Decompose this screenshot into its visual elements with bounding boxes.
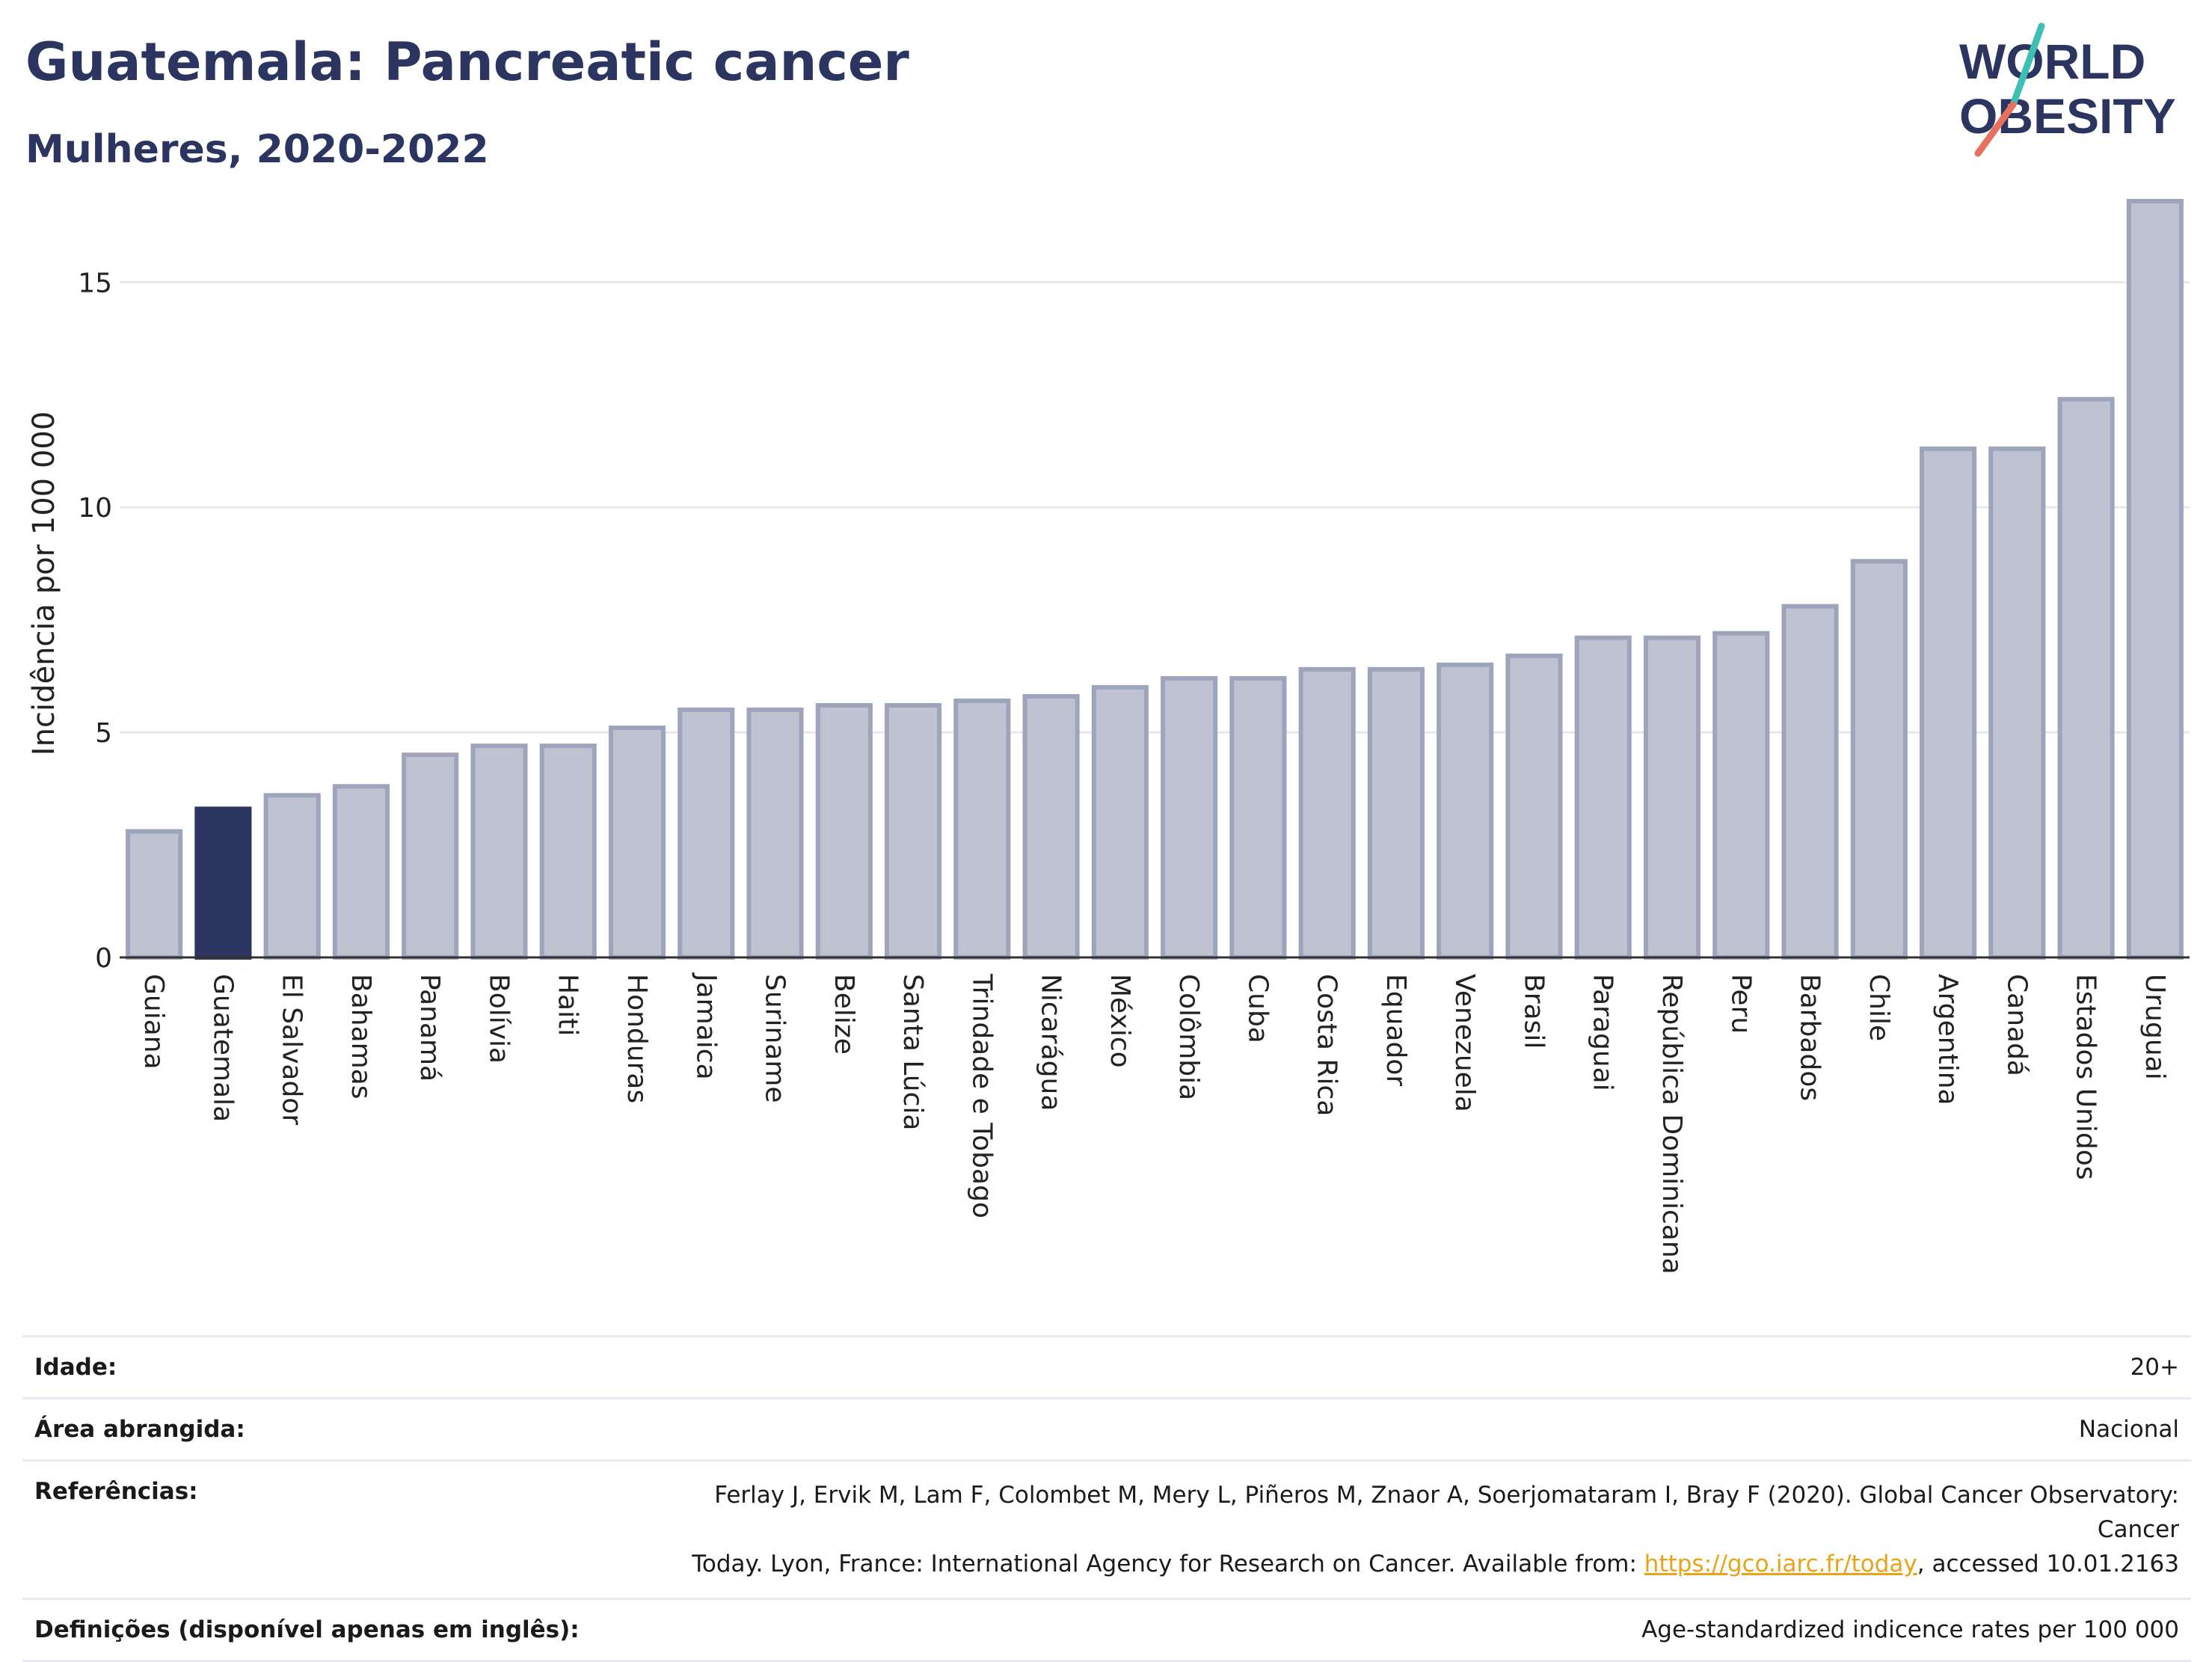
bar xyxy=(815,702,873,960)
logo-slash-top xyxy=(2009,22,2045,108)
bar xyxy=(953,698,1011,960)
x-tick-label: Guatemala xyxy=(207,974,238,1122)
bar xyxy=(746,708,804,960)
bar-chart: 0 5 10 15 Guiana Guatemala El Salvador Bahamas… xyxy=(27,198,2190,1275)
bar xyxy=(1229,675,1287,960)
bar xyxy=(1367,666,1425,960)
x-tick-label: Peru xyxy=(1725,974,1756,1034)
references-link[interactable]: https://gco.iarc.fr/today xyxy=(1644,1551,1917,1577)
x-tick-label: Bolívia xyxy=(483,974,514,1064)
x-tick-label: Canadá xyxy=(2001,974,2032,1076)
bar xyxy=(539,743,597,960)
x-tick-label: Venezuela xyxy=(1449,974,1480,1112)
x-tick-label: Jamaica xyxy=(690,972,721,1080)
references-label: Referências: xyxy=(34,1478,198,1505)
bar xyxy=(1850,559,1908,960)
definitions-label: Definições (disponível apenas em inglês)… xyxy=(34,1616,580,1643)
x-tick-label: Haiti xyxy=(553,974,583,1036)
references-value: Ferlay J, Ervik M, Lam F, Colombet M, Me… xyxy=(646,1478,2191,1581)
x-tick-label: República Dominicana xyxy=(1656,974,1687,1275)
x-tick-label: Barbados xyxy=(1795,974,1825,1101)
bar xyxy=(1298,666,1356,960)
x-tick-label: Brasil xyxy=(1518,974,1549,1049)
references-text-line2: Today. Lyon, France: International Agenc… xyxy=(692,1551,1644,1577)
bar xyxy=(332,784,390,960)
x-tick-label: Estados Unidos xyxy=(2071,974,2101,1180)
x-tick-label: Cuba xyxy=(1242,974,1273,1043)
bar xyxy=(263,793,321,960)
bar xyxy=(1712,631,1770,960)
x-tick-label: Guiana xyxy=(138,974,169,1070)
y-tick-label: 0 xyxy=(95,943,112,974)
bar xyxy=(2126,198,2184,960)
chart-title: Guatemala: Pancreatic cancer xyxy=(25,31,909,93)
bar xyxy=(1091,684,1149,960)
bar xyxy=(1437,662,1494,960)
x-tick-label: Costa Rica xyxy=(1312,974,1342,1116)
x-tick-label: Argentina xyxy=(1932,974,1963,1106)
age-value: 20+ xyxy=(2130,1354,2179,1381)
x-tick-label: Honduras xyxy=(621,974,652,1103)
bar xyxy=(1643,635,1701,960)
bar xyxy=(194,806,252,960)
info-row-references: Referências: Ferlay J, Ervik M, Lam F, C… xyxy=(22,1459,2191,1598)
bar xyxy=(608,726,666,960)
bar xyxy=(1505,653,1563,960)
area-value: Nacional xyxy=(2078,1416,2179,1443)
x-tick-label: El Salvador xyxy=(277,974,307,1125)
bar xyxy=(1988,446,2046,960)
bar xyxy=(1574,635,1632,960)
age-label: Idade: xyxy=(34,1354,117,1381)
x-tick-label: Suriname xyxy=(760,974,790,1103)
info-row-area: Área abrangida: Nacional xyxy=(22,1397,2191,1459)
x-tick-label: Trindade e Tobago xyxy=(966,973,997,1218)
x-tick-labels: Guiana Guatemala El Salvador Bahamas Panamá B… xyxy=(138,972,2170,1275)
x-tick-label: Paraguai xyxy=(1588,974,1618,1091)
x-tick-label: México xyxy=(1105,974,1135,1068)
chart-subtitle: Mulheres, 2020-2022 xyxy=(25,127,489,172)
logo-line1: WORLD xyxy=(1959,34,2145,89)
bar xyxy=(1781,604,1839,960)
info-table: Idade: 20+ Área abrangida: Nacional Refe… xyxy=(22,1335,2191,1662)
x-tick-label: Equador xyxy=(1380,974,1411,1086)
definitions-value: Age-standardized indicence rates per 100… xyxy=(1641,1616,2179,1643)
y-tick-labels: 0 5 10 15 xyxy=(78,268,112,974)
bar xyxy=(1161,675,1218,960)
bars xyxy=(126,198,2184,960)
bar xyxy=(1022,693,1080,960)
bar xyxy=(126,829,183,960)
info-row-definitions: Definições (disponível apenas em inglês)… xyxy=(22,1598,2191,1662)
y-axis-label: Incidência por 100 000 xyxy=(27,411,61,755)
bar xyxy=(402,752,459,960)
bar xyxy=(1920,446,1977,960)
logo-slash-bottom xyxy=(1974,101,2017,157)
x-tick-label: Nicarágua xyxy=(1036,974,1066,1111)
x-tick-label: Uruguai xyxy=(2139,974,2170,1080)
x-tick-label: Bahamas xyxy=(345,974,376,1100)
y-tick-label: 5 xyxy=(95,718,112,749)
references-text-line1: Ferlay J, Ervik M, Lam F, Colombet M, Me… xyxy=(714,1482,2179,1543)
area-label: Área abrangida: xyxy=(34,1416,245,1443)
x-tick-label: Belize xyxy=(829,974,859,1055)
gridlines xyxy=(120,280,2190,734)
references-text-after: , accessed 10.01.2163 xyxy=(1917,1551,2179,1577)
x-tick-label: Santa Lúcia xyxy=(897,974,928,1130)
bar xyxy=(678,708,735,960)
bar xyxy=(2057,396,2115,960)
world-obesity-logo: WORLD OBESITY xyxy=(1959,22,2176,157)
y-tick-label: 15 xyxy=(78,268,112,298)
x-tick-label: Colômbia xyxy=(1173,974,1204,1100)
y-tick-label: 10 xyxy=(78,493,112,524)
x-tick-label: Panamá xyxy=(414,974,445,1082)
info-row-age: Idade: 20+ xyxy=(22,1335,2191,1397)
bar xyxy=(470,743,528,960)
x-tick-label: Chile xyxy=(1864,974,1894,1041)
bar xyxy=(885,702,942,960)
